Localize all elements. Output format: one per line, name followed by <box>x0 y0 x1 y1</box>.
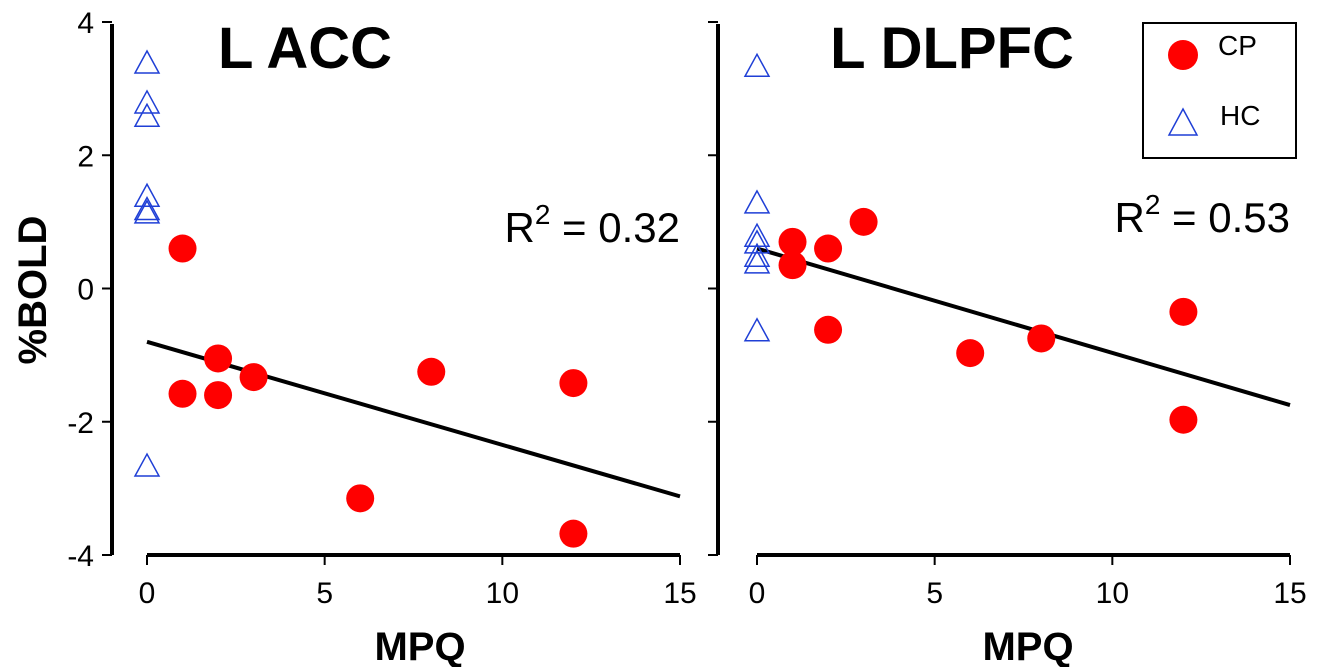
y-tick-label: -2 <box>67 407 94 440</box>
data-point-hc <box>743 189 771 214</box>
x-tick-label: 15 <box>1273 577 1306 610</box>
x-axis-title: MPQ <box>374 625 465 667</box>
r-squared-annotation: R2 = 0.32 <box>504 199 680 251</box>
x-tick-label: 0 <box>749 577 766 610</box>
panel-l-acc: L ACC MPQ %BOLD R2 = 0.32 0 5 10 15 4 2 0 -2 -4 <box>11 7 697 667</box>
data-point-hc <box>743 242 771 267</box>
data-point-hc <box>133 199 161 224</box>
data-point-cp <box>239 363 268 392</box>
y-tick-label: 2 <box>77 140 94 173</box>
panel-title: L DLPFC <box>830 16 1074 81</box>
panel-l-dlpfc: L DLPFC MPQ R2 = 0.53 0 5 10 15 <box>708 16 1307 667</box>
y-tick-label: -4 <box>67 540 94 573</box>
x-tick-label: 5 <box>316 577 333 610</box>
data-point-cp <box>956 339 985 368</box>
data-point-cp <box>814 234 843 263</box>
data-point-hc <box>133 452 161 477</box>
data-point-hc <box>743 317 771 342</box>
data-point-cp <box>849 207 878 236</box>
data-point-hc <box>743 52 771 78</box>
data-point-hc <box>133 195 161 221</box>
data-point-cp <box>204 381 233 410</box>
legend-label-hc: HC <box>1220 100 1260 131</box>
data-point-cp <box>168 234 197 263</box>
legend: CP HC <box>1142 22 1297 159</box>
y-tick-label: 4 <box>77 7 94 40</box>
data-point-cp <box>168 379 197 408</box>
y-tick-label: 0 <box>77 274 94 307</box>
data-point-cp <box>1027 324 1056 353</box>
data-point-hc <box>133 49 161 74</box>
data-point-hc <box>743 229 771 254</box>
x-tick-label: 10 <box>486 577 519 610</box>
r-squared-annotation: R2 = 0.53 <box>1114 189 1290 241</box>
x-tick-label: 10 <box>1096 577 1129 610</box>
data-point-cp <box>778 227 807 256</box>
data-point-cp <box>559 369 588 398</box>
x-tick-label: 5 <box>926 577 943 610</box>
legend-label-cp: CP <box>1218 30 1257 61</box>
data-point-cp <box>1169 405 1198 434</box>
data-point-cp <box>417 357 446 386</box>
data-point-cp <box>346 484 375 513</box>
y-axis-title: %BOLD <box>11 216 55 365</box>
data-point-cp <box>778 251 807 280</box>
data-point-cp <box>559 519 588 548</box>
regression-line <box>146 339 681 499</box>
data-point-hc <box>743 222 771 247</box>
data-point-cp <box>1169 297 1198 326</box>
data-point-cp <box>814 315 843 344</box>
data-point-hc <box>133 89 161 114</box>
legend-marker-cp <box>1168 40 1198 70</box>
data-point-hc <box>133 182 161 207</box>
x-axis-title: MPQ <box>982 625 1073 667</box>
x-tick-label: 15 <box>663 577 696 610</box>
data-point-cp <box>204 344 233 373</box>
data-point-hc <box>743 249 771 274</box>
data-point-hc <box>133 102 161 128</box>
x-tick-label: 0 <box>139 577 156 610</box>
panel-title: L ACC <box>218 16 392 81</box>
legend-marker-hc <box>1167 107 1199 136</box>
regression-line <box>756 246 1291 408</box>
